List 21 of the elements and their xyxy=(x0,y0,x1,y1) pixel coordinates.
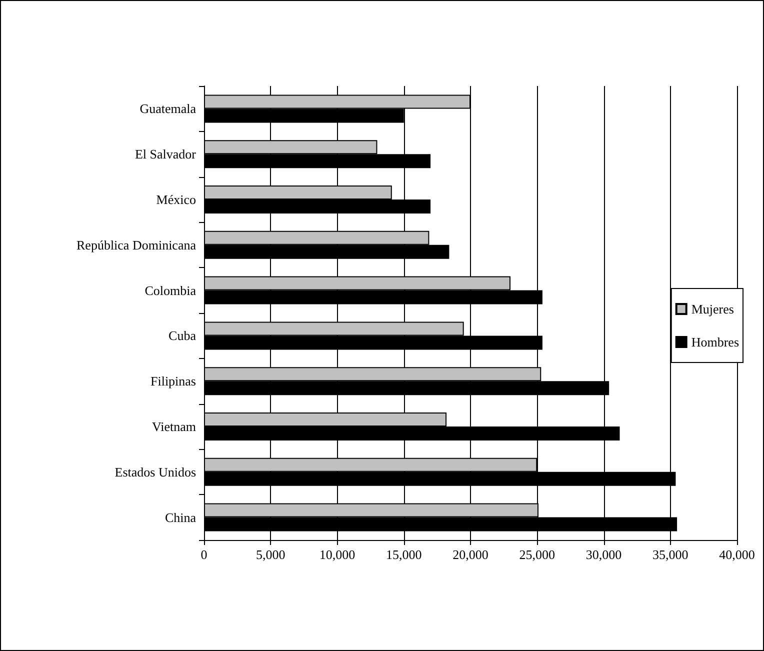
y-tick-label: Estados Unidos xyxy=(114,464,196,480)
legend-label: Mujeres xyxy=(691,302,734,316)
y-tick-label: Guatemala xyxy=(140,101,196,116)
x-tick-label: 25,000 xyxy=(519,547,555,562)
y-tick-label: El Salvador xyxy=(134,146,197,162)
y-tick-label: México xyxy=(156,192,196,207)
x-tick-label: 30,000 xyxy=(586,547,622,562)
x-tick-label: 0 xyxy=(200,547,208,562)
y-tick-label: Cuba xyxy=(168,328,196,344)
legend-label: Hombres xyxy=(691,334,740,350)
y-tick-label: República Dominicana xyxy=(76,237,196,252)
x-tick-label: 15,000 xyxy=(386,547,422,562)
y-tick-label: Colombia xyxy=(144,282,196,298)
x-tick-label: 35,000 xyxy=(652,547,688,562)
y-tick-label: Filipinas xyxy=(150,374,196,389)
x-tick-label: 40,000 xyxy=(719,547,755,562)
x-tick-label: 10,000 xyxy=(319,547,356,562)
y-tick-label: Vietnam xyxy=(152,419,196,434)
x-tick-label: 5,000 xyxy=(256,547,286,562)
x-tick-label: 20,000 xyxy=(452,547,488,562)
y-tick-label: China xyxy=(164,510,196,525)
